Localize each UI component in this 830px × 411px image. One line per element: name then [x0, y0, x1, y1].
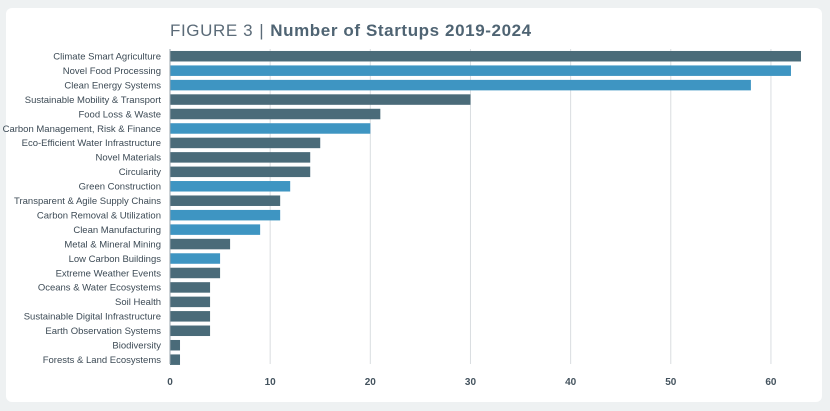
- x-tick-label: 10: [265, 377, 277, 388]
- category-label: Metal & Mineral Mining: [64, 239, 161, 250]
- bar: [170, 339, 181, 351]
- bar: [170, 195, 281, 206]
- bar: [170, 79, 751, 91]
- bar: [170, 137, 321, 149]
- bar: [170, 311, 211, 322]
- figure-label: FIGURE 3: [170, 21, 254, 40]
- category-label: Oceans & Water Ecosystems: [38, 283, 161, 294]
- category-label: Novel Materials: [96, 153, 162, 164]
- chart-title: FIGURE 3 | Number of Startups 2019-2024: [170, 21, 532, 45]
- x-tick-label: 30: [465, 377, 477, 388]
- bar: [170, 267, 221, 279]
- bar: [170, 282, 211, 293]
- category-label: Low Carbon Buildings: [69, 254, 162, 265]
- x-tick-label: 40: [565, 377, 577, 388]
- category-label: Soil Health: [115, 297, 161, 308]
- bar: [170, 181, 291, 192]
- x-tick-label: 20: [365, 377, 377, 388]
- category-label: Earth Observation Systems: [45, 326, 161, 337]
- bar: [170, 296, 211, 308]
- category-label: Clean Manufacturing: [73, 225, 161, 236]
- figure-title: Number of Startups 2019-2024: [270, 21, 532, 40]
- category-label: Sustainable Digital Infrastructure: [24, 312, 161, 323]
- title-separator: |: [259, 21, 265, 40]
- bar: [170, 253, 221, 264]
- bar: [170, 108, 381, 120]
- bar: [170, 166, 311, 178]
- x-tick-label: 0: [167, 377, 173, 388]
- category-label: Carbon Management, Risk & Finance: [3, 124, 161, 135]
- category-label: Climate Smart Agriculture: [53, 52, 161, 63]
- category-label: Novel Food Processing: [63, 66, 161, 77]
- bar: [170, 123, 371, 134]
- category-label: Circularity: [119, 167, 161, 178]
- category-label: Forests & Land Ecosystems: [43, 355, 162, 366]
- category-label: Carbon Removal & Utilization: [37, 210, 161, 221]
- bar: [170, 209, 281, 221]
- bar: [170, 94, 471, 105]
- category-label: Eco-Efficient Water Infrastructure: [22, 138, 161, 149]
- bar: [170, 325, 211, 337]
- bar: [170, 65, 791, 76]
- category-label: Green Construction: [79, 182, 161, 193]
- category-label: Biodiversity: [112, 341, 161, 352]
- bar: [170, 152, 311, 163]
- x-tick-label: 60: [765, 377, 777, 388]
- x-tick-label: 50: [665, 377, 677, 388]
- bar: [170, 238, 231, 250]
- category-label: Transparent & Agile Supply Chains: [14, 196, 161, 207]
- bar: [170, 50, 801, 62]
- bar: [170, 224, 261, 235]
- category-label: Sustainable Mobility & Transport: [25, 95, 162, 106]
- category-label: Clean Energy Systems: [64, 80, 161, 91]
- category-label: Extreme Weather Events: [56, 268, 162, 279]
- bar: [170, 354, 181, 365]
- category-label: Food Loss & Waste: [78, 109, 161, 120]
